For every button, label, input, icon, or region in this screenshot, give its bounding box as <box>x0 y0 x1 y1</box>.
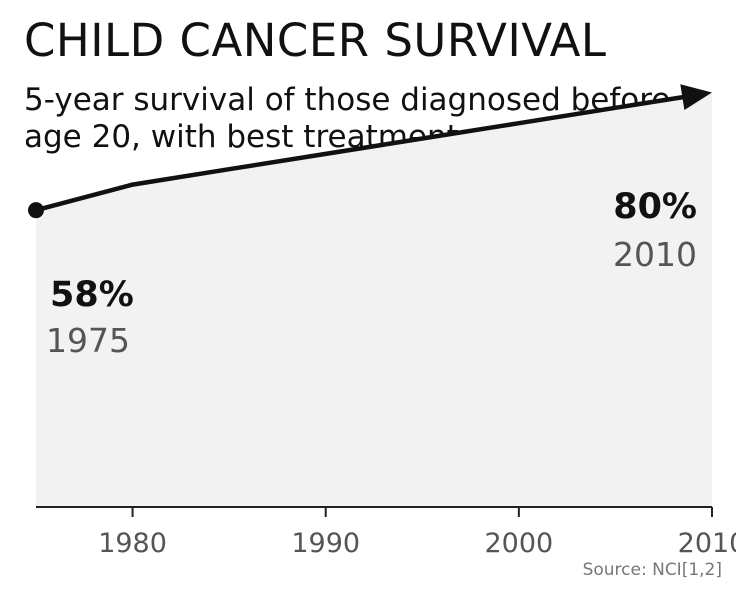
start-year-label: 1975 <box>46 321 130 360</box>
x-tick-label-2010: 2010 <box>678 528 736 559</box>
chart-title: CHILD CANCER SURVIVAL <box>24 14 607 67</box>
end-year-label: 2010 <box>613 235 697 274</box>
start-point-marker <box>28 202 44 219</box>
start-value-label: 58% <box>50 275 134 315</box>
end-value-label: 80% <box>613 187 697 227</box>
x-tick-label-1980: 1980 <box>98 528 167 559</box>
area-fill <box>36 92 712 507</box>
source-note: Source: NCI[1,2] <box>582 560 722 580</box>
series-line <box>33 94 689 213</box>
end-arrowhead <box>680 84 712 110</box>
x-tick-label-2000: 2000 <box>484 528 553 559</box>
x-tick-label-1990: 1990 <box>291 528 360 559</box>
